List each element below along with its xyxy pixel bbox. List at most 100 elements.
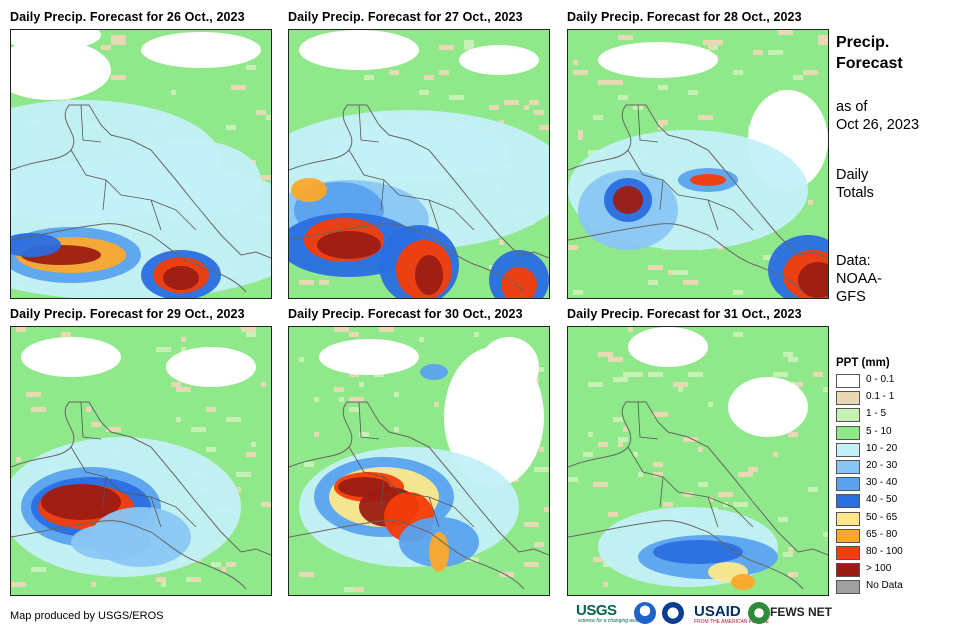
pixel-patch — [683, 437, 698, 442]
precip-area — [690, 174, 726, 186]
pixel-patch — [708, 402, 713, 407]
pixel-patch — [524, 562, 539, 567]
pixel-patch — [673, 382, 688, 387]
legend-label: 40 - 50 — [866, 494, 898, 506]
pixel-patch — [349, 587, 364, 592]
pixel-patch — [573, 290, 583, 295]
pixel-patch — [156, 577, 166, 582]
pixel-patch — [793, 75, 803, 80]
pixel-patch — [788, 572, 798, 577]
precip-area — [11, 233, 61, 257]
pixel-patch — [768, 50, 783, 55]
pixel-patch — [718, 492, 733, 497]
pixel-patch — [499, 240, 504, 245]
pixel-patch — [394, 392, 399, 397]
totals-line2: Totals — [836, 185, 874, 201]
precip-area — [163, 266, 199, 290]
pixel-patch — [176, 387, 191, 392]
pixel-patch — [339, 397, 344, 402]
pixel-patch — [613, 417, 623, 422]
pixel-patch — [818, 40, 828, 45]
legend-label: 0 - 0.1 — [866, 374, 895, 385]
pixel-patch — [778, 517, 788, 522]
precip-area — [731, 574, 755, 590]
pixel-patch — [226, 562, 236, 567]
pixel-patch — [573, 60, 578, 65]
pixel-patch — [733, 332, 743, 337]
daily-totals-text: Daily Totals — [836, 166, 874, 202]
pixel-patch — [678, 387, 683, 392]
pixel-patch — [389, 70, 399, 75]
legend-item: 5 - 10 — [836, 425, 892, 442]
pixel-patch — [359, 382, 364, 387]
pixel-patch — [226, 125, 236, 130]
pixel-patch — [788, 382, 803, 387]
precip-area — [653, 540, 743, 564]
legend-swatch — [836, 442, 860, 457]
panel-title: Daily Precip. Forecast for 28 Oct., 2023 — [567, 10, 802, 24]
pixel-patch — [299, 357, 304, 362]
as-of-line1: as of — [836, 99, 868, 115]
pixel-patch — [608, 80, 623, 85]
coastline — [289, 104, 549, 259]
precip-area — [613, 186, 643, 214]
legend-item: 10 - 20 — [836, 442, 897, 459]
pixel-patch — [314, 432, 319, 437]
precip-area — [317, 231, 381, 259]
panel-title: Daily Precip. Forecast for 27 Oct., 2023 — [288, 10, 523, 24]
legend-item: 1 - 5 — [836, 407, 890, 424]
pixel-patch — [608, 357, 623, 362]
precip-map — [567, 29, 829, 299]
usgs-tagline: science for a changing world — [578, 618, 642, 624]
map-svg — [289, 30, 549, 298]
pixel-patch — [246, 452, 256, 457]
coastline — [568, 401, 828, 556]
pixel-patch — [658, 120, 668, 125]
pixel-patch — [578, 130, 583, 135]
panel-title: Daily Precip. Forecast for 26 Oct., 2023 — [10, 10, 245, 24]
pixel-patch — [419, 90, 429, 95]
dry-area — [479, 337, 539, 397]
pixel-patch — [11, 582, 26, 587]
pixel-patch — [91, 422, 101, 427]
pixel-patch — [638, 472, 643, 477]
dry-area — [728, 377, 808, 437]
pixel-patch — [464, 45, 474, 50]
pixel-patch — [534, 110, 544, 115]
pixel-patch — [723, 502, 728, 507]
pixel-patch — [544, 507, 549, 512]
coastline — [568, 104, 828, 259]
pixel-patch — [593, 557, 603, 562]
pixel-patch — [171, 90, 176, 95]
pixel-patch — [613, 377, 628, 382]
pixel-patch — [349, 397, 364, 402]
pixel-patch — [823, 532, 828, 537]
coastline-pacific — [289, 223, 525, 293]
pixel-patch — [161, 582, 166, 587]
usaid-logo: USAID — [694, 603, 741, 620]
pixel-patch — [783, 552, 793, 557]
pixel-patch — [236, 472, 251, 477]
pixel-patch — [708, 45, 713, 50]
legend-swatch — [836, 545, 860, 560]
legend-label: > 100 — [866, 563, 892, 575]
legend-rows: 0 - 0.1 0.1 - 1 1 - 5 5 - 10 10 - 20 20 - 30 3… — [836, 373, 903, 596]
pixel-patch — [539, 447, 544, 452]
pixel-patch — [653, 462, 663, 467]
pixel-patch — [603, 582, 608, 587]
pixel-patch — [26, 392, 41, 397]
precip-map — [288, 29, 550, 299]
legend-item: No Data — [836, 579, 903, 596]
pixel-patch — [783, 352, 793, 357]
pixel-patch — [91, 582, 96, 587]
pixel-patch — [241, 327, 256, 332]
pixel-patch — [106, 427, 121, 432]
pixel-patch — [588, 432, 593, 437]
legend-item: > 100 — [836, 562, 892, 579]
coastline-pacific — [11, 520, 247, 590]
pixel-patch — [648, 265, 663, 270]
legend-swatch — [836, 408, 860, 423]
pixel-patch — [583, 452, 593, 457]
side-title: Precip. Forecast — [836, 32, 903, 74]
pixel-patch — [344, 587, 354, 592]
